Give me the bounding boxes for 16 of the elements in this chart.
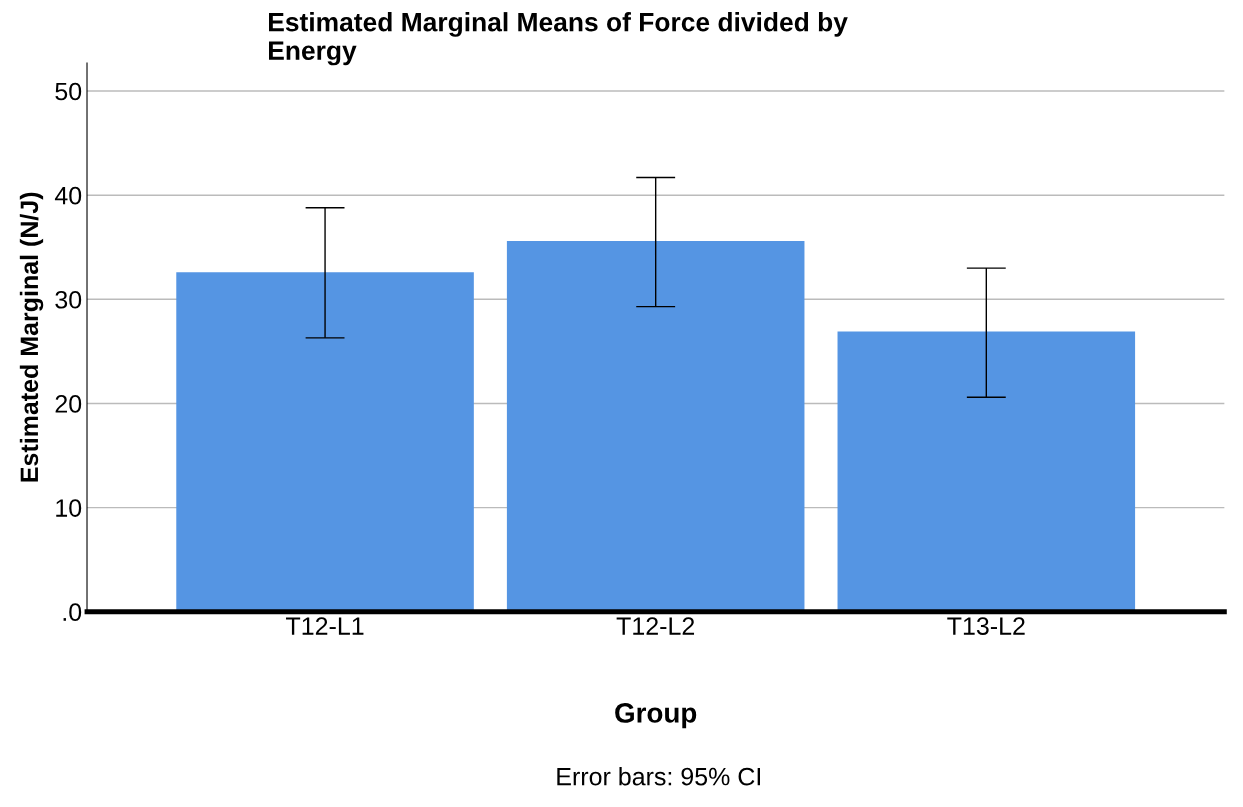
y-tick-label: 40 [54, 186, 82, 205]
y-tick-label: 50 [55, 82, 82, 101]
y-tick-label: 20 [55, 395, 82, 413]
x-tick-label: T12-L2 [616, 617, 695, 635]
y-tick-label: .0 [63, 603, 82, 622]
chart-title: Estimated Marginal Means of Force divided by Energy [269, 12, 848, 66]
x-tick-label: T13-L2 [947, 617, 1025, 635]
x-axis-title: Group [615, 703, 697, 729]
text: Error bars: 95% CI [557, 767, 760, 786]
bar [837, 331, 1136, 612]
y-axis-title: Estimated Marginal (N/J) [19, 192, 44, 482]
y-tick-label: 10 [56, 499, 82, 517]
bar [176, 272, 474, 612]
x-tick-label: T12-L1 [286, 617, 364, 635]
bar [506, 241, 805, 612]
y-tick-label: 30 [55, 290, 82, 309]
